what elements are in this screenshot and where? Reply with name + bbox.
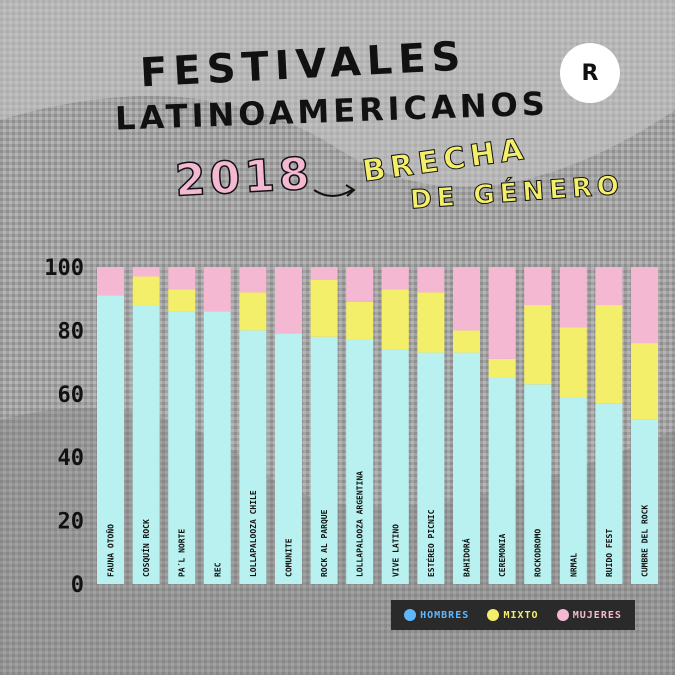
- smiley-icon: [404, 609, 417, 621]
- bar-segment-mujeres: [203, 267, 231, 312]
- category-label: ROCK AL PARQUE: [320, 509, 329, 577]
- smiley-icon: [556, 609, 569, 621]
- bar-segment-mujeres: [132, 267, 160, 277]
- bar-segment-mujeres: [97, 267, 124, 296]
- legend-item-mujeres: MUJERES: [556, 609, 622, 621]
- category-label: LOLLAPALOOZA CHILE: [249, 490, 258, 577]
- bar-segment-hombres: [381, 349, 409, 584]
- y-tick-label: 20: [58, 510, 85, 535]
- bar-segment-hombres: [346, 339, 374, 584]
- category-label: LOLLAPALOOZA ARGENTINA: [356, 471, 365, 577]
- bar-segment-mixto: [631, 343, 658, 420]
- bar-segment-mujeres: [346, 267, 374, 302]
- logo-text: R: [581, 60, 599, 86]
- bar-segment-mujeres: [381, 267, 409, 290]
- bar-segment-mujeres: [631, 267, 658, 344]
- smiley-icon: [487, 609, 500, 621]
- bar-segment-mixto: [381, 289, 409, 350]
- bar-segment-mixto: [346, 301, 374, 340]
- bar-segment-mixto: [595, 305, 623, 404]
- bar-segment-hombres: [275, 333, 302, 584]
- legend-item-mixto: MIXTO: [487, 609, 538, 621]
- legend-label-hombres: HOMBRES: [420, 609, 470, 621]
- bar-segment-mujeres: [453, 267, 480, 331]
- legend-label-mixto: MIXTO: [503, 609, 539, 621]
- bar-segment-mixto: [453, 330, 480, 353]
- bar-segment-hombres: [453, 352, 480, 584]
- legend-item-hombres: HOMBRES: [404, 609, 469, 621]
- category-label: BAHIDORÁ: [461, 538, 472, 577]
- bar-segment-mujeres: [168, 267, 196, 290]
- category-label: COSQUÍN ROCK: [140, 519, 151, 577]
- category-label: VIVE LATINO: [391, 524, 400, 577]
- bar-segment-hombres: [524, 384, 552, 584]
- y-tick-label: 80: [58, 319, 85, 344]
- bar-segment-mujeres: [275, 267, 302, 334]
- category-label: CUMBRE DEL ROCK: [641, 505, 650, 577]
- bar-segment-hombres: [310, 336, 338, 584]
- bar-segment-hombres: [97, 295, 124, 584]
- category-label: CEREMONIA: [498, 533, 507, 577]
- category-label: NRMAL: [569, 553, 578, 577]
- bar-segment-hombres: [631, 419, 658, 584]
- category-label: ROCKODROMO: [534, 529, 543, 577]
- bar-segment-mujeres: [524, 267, 552, 306]
- bar-segment-hombres: [203, 311, 231, 584]
- bar-segment-hombres: [417, 352, 445, 584]
- bar-segment-mujeres: [310, 267, 338, 280]
- bar-segment-mujeres: [559, 267, 587, 328]
- legend-label-mujeres: MUJERES: [572, 609, 622, 621]
- bar-segment-hombres: [168, 311, 196, 584]
- bar-segment-mixto: [417, 292, 445, 353]
- category-label: ESTÉREO PICNIC: [425, 509, 436, 577]
- y-tick-label: 60: [58, 383, 85, 408]
- bar-segment-mujeres: [595, 267, 623, 306]
- bar-segment-mixto: [132, 276, 160, 306]
- y-tick-label: 0: [71, 573, 84, 598]
- bar-segment-hombres: [239, 330, 267, 584]
- category-label: REC: [213, 562, 222, 577]
- category-label: RUIDO FEST: [605, 529, 614, 577]
- bar-segment-hombres: [132, 305, 160, 584]
- arrow-right-icon: [313, 184, 356, 197]
- bar-segment-hombres: [559, 396, 587, 584]
- category-label: PA´L NORTE: [177, 529, 187, 577]
- brand-logo: R: [560, 43, 620, 103]
- bar-segment-mixto: [168, 289, 196, 312]
- bar-segment-hombres: [488, 377, 516, 584]
- bar-segment-mixto: [488, 358, 516, 378]
- legend: HOMBRES MIXTO MUJERES: [391, 600, 635, 630]
- bar-segment-mixto: [239, 292, 267, 331]
- category-label: FAUNA OTOÑO: [106, 524, 116, 577]
- bar-segment-mujeres: [417, 267, 445, 293]
- bar-segment-mixto: [524, 305, 552, 385]
- bar-segment-mujeres: [488, 267, 516, 359]
- bar-segment-mujeres: [239, 267, 267, 293]
- bar-segment-hombres: [595, 403, 623, 584]
- y-tick-label: 40: [58, 446, 85, 471]
- bar-segment-mixto: [310, 279, 338, 337]
- bar-segment-mixto: [559, 327, 587, 397]
- category-label: COMUNITE: [285, 538, 294, 577]
- y-tick-label: 100: [44, 256, 84, 281]
